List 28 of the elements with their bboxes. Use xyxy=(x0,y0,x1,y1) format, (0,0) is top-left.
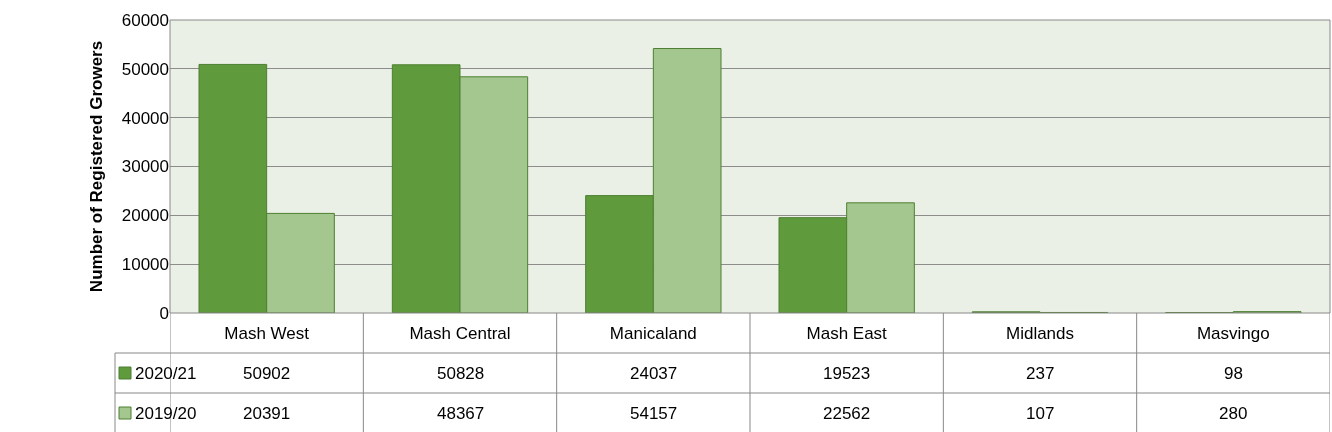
data-label: 22562 xyxy=(823,404,871,423)
x-tick-label: Mash West xyxy=(224,324,310,343)
x-tick-label: Masvingo xyxy=(1196,324,1270,343)
y-tick-label: 40000 xyxy=(121,108,169,128)
data-label: 48367 xyxy=(437,404,485,423)
x-tick-label: Mash Central xyxy=(409,324,511,343)
data-label: 237 xyxy=(1026,364,1055,383)
data-label: 19523 xyxy=(823,364,871,383)
data-label: 50902 xyxy=(243,364,291,383)
legend-label: 2019/20 xyxy=(135,404,197,423)
y-tick-label: 10000 xyxy=(121,255,169,275)
data-label: 107 xyxy=(1026,404,1055,423)
data-label: 280 xyxy=(1219,404,1248,423)
x-tick-label: Mash East xyxy=(806,324,888,343)
legend-label: 2020/21 xyxy=(135,364,197,383)
y-tick-label: 50000 xyxy=(121,59,169,79)
x-tick-label: Midlands xyxy=(1005,324,1075,343)
data-label: 20391 xyxy=(243,404,291,423)
data-label: 98 xyxy=(1224,364,1243,383)
y-tick-label: 20000 xyxy=(121,206,169,226)
data-label: 50828 xyxy=(437,364,485,383)
data-label: 24037 xyxy=(630,364,678,383)
data-label: 54157 xyxy=(630,404,678,423)
y-tick-label: 30000 xyxy=(121,157,169,177)
y-tick-label: 0 xyxy=(159,303,169,323)
y-tick-label: 60000 xyxy=(121,10,169,30)
x-tick-label: Manicaland xyxy=(609,324,697,343)
y-axis-title: Number of Registered Growers xyxy=(87,40,107,293)
